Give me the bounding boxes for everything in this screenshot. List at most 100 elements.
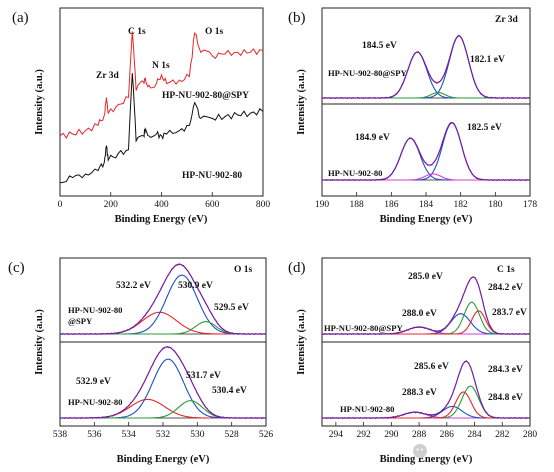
panel-c-y-axis-title: Intensity (a.u.) bbox=[34, 309, 45, 375]
survey-peak-label: O 1s bbox=[205, 27, 224, 37]
x-tick-label: 0 bbox=[58, 200, 63, 210]
panel-d-element: C 1s bbox=[497, 265, 515, 275]
peak-energy-label: 284.2 eV bbox=[488, 283, 523, 293]
panel-b-zr3d: (b) Zr 3d 190 188 186 184 182 180 178 HP-NU-90… bbox=[288, 7, 538, 225]
panel-c-x-axis-title: Binding Energy (eV) bbox=[117, 454, 210, 465]
sample-label: HP-NU-902-80@SPY bbox=[328, 68, 407, 78]
fit-envelope bbox=[60, 346, 266, 419]
peak-energy-label: 532.9 eV bbox=[76, 377, 111, 387]
survey-series-line bbox=[59, 73, 264, 184]
panel-b-x-axis-title: Binding Energy (eV) bbox=[380, 214, 473, 225]
x-tick-label: 182 bbox=[454, 200, 469, 210]
x-tick-label: 400 bbox=[154, 200, 169, 210]
sample-label: @SPY bbox=[68, 316, 93, 326]
panel-a-peak-labels: C 1s O 1s N 1s Zr 3d HP-NU-902-80@SPY HP-NU-9… bbox=[96, 27, 249, 181]
panel-c-label: (c) bbox=[8, 260, 25, 276]
panel-b-curves bbox=[321, 34, 531, 182]
x-tick-label: 538 bbox=[53, 430, 68, 440]
wechat-icon-eye-left bbox=[416, 448, 419, 451]
fit-envelope bbox=[322, 121, 530, 181]
x-tick-label: 180 bbox=[488, 200, 503, 210]
peak-energy-label: 531.7 eV bbox=[186, 371, 221, 381]
x-tick-label: 526 bbox=[259, 430, 274, 440]
peak-energy-label: 184.5 eV bbox=[362, 41, 397, 51]
panel-b-label: (b) bbox=[288, 10, 306, 26]
survey-series-label: HP-NU-902-80 bbox=[182, 171, 242, 181]
peak-energy-label: 283.7 eV bbox=[492, 308, 527, 318]
sample-label: HP-NU-902-80 bbox=[68, 397, 122, 407]
panel-d-y-axis-title: Intensity (a.u.) bbox=[296, 309, 307, 375]
fit-envelope bbox=[60, 263, 266, 335]
panel-a-x-ticks: 0 200 400 600 800 bbox=[58, 192, 271, 210]
fit-envelope bbox=[322, 360, 530, 419]
peak-energy-label: 284.3 eV bbox=[488, 365, 523, 375]
x-tick-label: 186 bbox=[384, 200, 399, 210]
sample-label: HP-NU-902-80 bbox=[68, 305, 122, 315]
x-tick-label: 528 bbox=[225, 430, 240, 440]
peak-energy-label: 182.5 eV bbox=[467, 123, 502, 133]
peak-energy-label: 532.2 eV bbox=[116, 281, 151, 291]
x-tick-label: 600 bbox=[205, 200, 220, 210]
watermark: 新生素与新能源 bbox=[413, 443, 516, 458]
fit-envelope bbox=[322, 276, 530, 335]
panel-d-labels: HP-NU-902-80@SPY 288.0 eV 285.0 eV 284.2 eV… bbox=[324, 272, 527, 414]
peak-energy-label: 288.0 eV bbox=[402, 309, 437, 319]
fit-envelope bbox=[322, 35, 530, 99]
panel-c-o1s: (c) O 1s 538 536 534 532 530 528 526 HP-NU-902… bbox=[8, 257, 274, 465]
panel-b-y-axis-title: Intensity (a.u.) bbox=[296, 69, 307, 135]
panel-b-element: Zr 3d bbox=[495, 15, 519, 25]
survey-peak-label: Zr 3d bbox=[96, 71, 120, 81]
panel-d-c1s: (d) C 1s 294 292 290 288 286 284 282 280 HP-NU-… bbox=[288, 257, 538, 465]
panel-c-element: O 1s bbox=[234, 265, 253, 275]
peak-energy-label: 288.3 eV bbox=[402, 388, 437, 398]
x-tick-label: 280 bbox=[523, 430, 538, 440]
watermark-text: 新生素与新能源 bbox=[432, 443, 516, 458]
survey-series-line bbox=[59, 31, 264, 139]
peak-energy-label: 285.6 eV bbox=[414, 362, 449, 372]
peak-energy-label: 529.5 eV bbox=[214, 303, 249, 313]
x-tick-label: 288 bbox=[412, 430, 427, 440]
survey-peak-label: N 1s bbox=[152, 61, 170, 71]
x-tick-label: 292 bbox=[356, 430, 371, 440]
x-tick-label: 190 bbox=[315, 200, 330, 210]
x-tick-label: 178 bbox=[523, 200, 538, 210]
x-tick-label: 290 bbox=[384, 430, 399, 440]
panel-a-label: (a) bbox=[12, 10, 29, 26]
sample-label: HP-NU-902-80@SPY bbox=[324, 323, 403, 333]
peak-energy-label: 182.1 eV bbox=[470, 55, 505, 65]
x-tick-label: 200 bbox=[104, 200, 119, 210]
panel-a-y-axis-title: Intensity (a.u.) bbox=[34, 69, 45, 135]
x-tick-label: 184 bbox=[419, 200, 434, 210]
panel-b-x-ticks: 190 188 186 184 182 180 178 bbox=[315, 192, 538, 210]
panel-a-series bbox=[59, 31, 264, 184]
x-tick-label: 530 bbox=[190, 430, 205, 440]
peak-energy-label: 530.4 eV bbox=[212, 386, 247, 396]
survey-series-label: HP-NU-902-80@SPY bbox=[162, 91, 249, 101]
wechat-icon-eye-right bbox=[421, 448, 423, 451]
x-tick-label: 534 bbox=[122, 430, 137, 440]
panel-a-frame bbox=[59, 7, 264, 197]
x-tick-label: 282 bbox=[495, 430, 510, 440]
peak-energy-label: 184.9 eV bbox=[355, 133, 390, 143]
sample-label: HP-NU-902-80 bbox=[340, 404, 394, 414]
x-tick-label: 800 bbox=[256, 200, 271, 210]
x-tick-label: 532 bbox=[156, 430, 171, 440]
x-tick-label: 536 bbox=[87, 430, 102, 440]
panel-c-x-ticks: 538 536 534 532 530 528 526 bbox=[53, 422, 274, 440]
panel-d-label: (d) bbox=[288, 260, 306, 276]
panel-c-curves bbox=[59, 263, 267, 420]
peak-energy-label: 285.0 eV bbox=[408, 272, 443, 282]
x-tick-label: 294 bbox=[329, 430, 344, 440]
x-tick-label: 284 bbox=[467, 430, 482, 440]
panel-a-survey: (a) 0 200 400 600 800 C 1s O 1s N 1s Zr 3d HP-NU… bbox=[12, 7, 271, 225]
panel-b-labels: HP-NU-902-80@SPY 184.5 eV 182.1 eV HP-NU-90… bbox=[328, 41, 505, 178]
x-tick-label: 188 bbox=[350, 200, 365, 210]
panel-d-x-ticks: 294 292 290 288 286 284 282 280 bbox=[329, 422, 538, 440]
panel-d-curves bbox=[321, 276, 531, 420]
peak-energy-label: 284.8 eV bbox=[488, 393, 523, 403]
sample-label: HP-NU-902-80 bbox=[328, 168, 382, 178]
x-tick-label: 286 bbox=[440, 430, 455, 440]
peak-energy-label: 530.9 eV bbox=[178, 281, 213, 291]
